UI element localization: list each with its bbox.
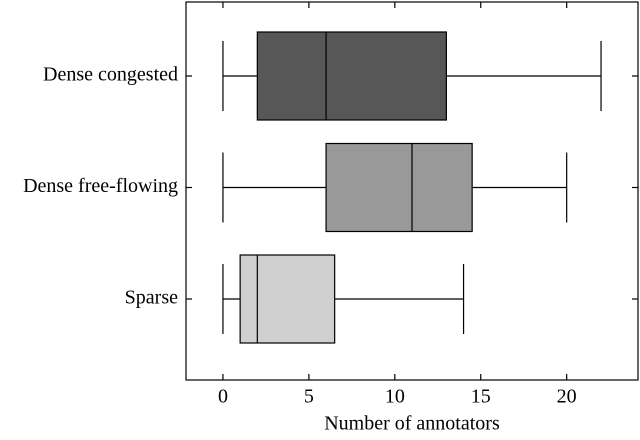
y-tick-label: Sparse: [125, 287, 178, 309]
x-tick-label: 20: [557, 386, 577, 408]
y-tick-label: Dense free-flowing: [23, 175, 178, 197]
box: [256, 31, 447, 121]
plot-frame: [185, 1, 639, 381]
box: [325, 142, 473, 233]
x-tick-label: 15: [471, 386, 491, 408]
y-tick-label: Dense congested: [43, 64, 178, 86]
x-axis-label: Number of annotators: [324, 413, 500, 435]
x-tick-label: 0: [218, 386, 228, 408]
box: [239, 254, 336, 344]
x-tick-label: 10: [385, 386, 405, 408]
x-tick-label: 5: [304, 386, 314, 408]
